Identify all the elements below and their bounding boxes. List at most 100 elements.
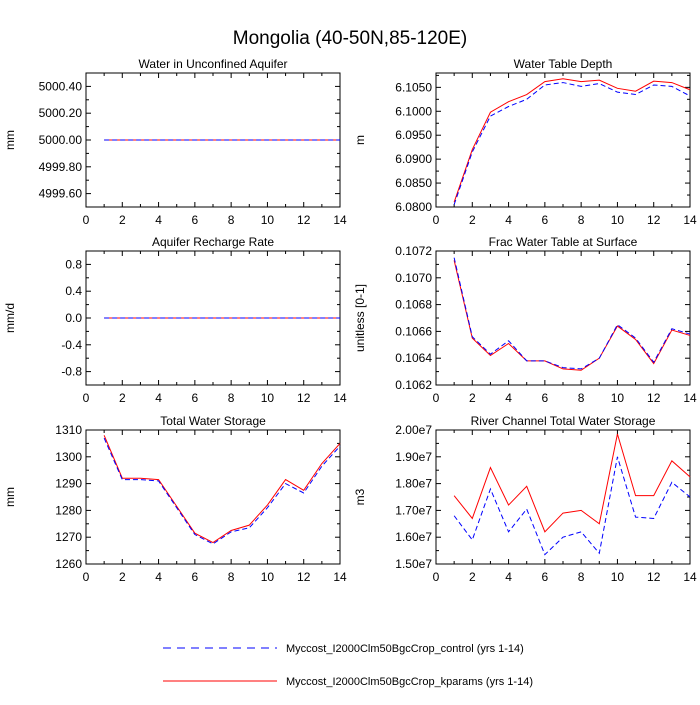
x-tick-label: 8 [228, 570, 235, 584]
plot-frame [435, 72, 691, 208]
y-tick-label: 0.4 [65, 284, 82, 298]
x-tick-label: 2 [469, 213, 476, 227]
y-tick-label: 4999.80 [39, 160, 83, 174]
x-tick-label: 10 [611, 391, 625, 405]
x-tick-label: 10 [261, 391, 275, 405]
x-tick-label: 2 [469, 570, 476, 584]
y-tick-label: 0.1062 [395, 378, 432, 392]
y-tick-label: 0.1070 [395, 271, 432, 285]
panel-title: River Channel Total Water Storage [471, 414, 656, 428]
y-axis-label: unitless [0-1] [353, 284, 367, 352]
x-tick-label: 2 [119, 391, 126, 405]
x-tick-label: 12 [647, 213, 661, 227]
y-tick-label: 1.90e7 [395, 450, 432, 464]
x-tick-label: 4 [505, 570, 512, 584]
chart-panel-1: Water in Unconfined Aquifer mm 0 2 4 6 8 10 12 14… [3, 57, 347, 227]
x-tick-label: 6 [542, 213, 549, 227]
x-tick-label: 4 [505, 213, 512, 227]
y-axis-label: mm [3, 130, 17, 150]
x-tick-label: 12 [297, 570, 311, 584]
y-tick-label: 0.1068 [395, 298, 432, 312]
y-tick-label: 6.0950 [395, 128, 432, 142]
x-tick-label: 10 [611, 213, 625, 227]
series-line-kparams [453, 78, 691, 203]
chart-panels: Water in Unconfined Aquifer mm 0 2 4 6 8 10 12 14… [3, 57, 697, 584]
x-tick-label: 14 [683, 213, 697, 227]
panel-title: Frac Water Table at Surface [489, 235, 638, 249]
legend-control-label: Myccost_I2000Clm50BgcCrop_control (yrs 1… [286, 643, 524, 655]
y-tick-label: 0.1072 [395, 244, 432, 258]
y-tick-label: 5000.00 [39, 133, 83, 147]
legend-kparams-label: Myccost_I2000Clm50BgcCrop_kparams (yrs 1… [286, 676, 533, 688]
plot-frame [435, 429, 691, 565]
y-axis-label: mm [3, 487, 17, 507]
x-tick-label: 4 [155, 213, 162, 227]
x-tick-label: 8 [578, 570, 585, 584]
chart-panel-5: Total Water Storage mm 0 2 4 6 8 10 12 14 1260 1270… [3, 414, 347, 584]
y-tick-label: 6.0850 [395, 176, 432, 190]
y-tick-label: -0.4 [61, 338, 82, 352]
x-tick-label: 2 [119, 213, 126, 227]
y-tick-label: 5000.20 [39, 106, 83, 120]
x-tick-label: 12 [647, 391, 661, 405]
chart-panel-3: Aquifer Recharge Rate mm/d 0 2 4 6 8 10 12 14 -0.8… [3, 235, 347, 405]
x-tick-label: 6 [192, 570, 199, 584]
y-tick-label: 6.1000 [395, 104, 432, 118]
y-tick-label: 1280 [55, 503, 82, 517]
y-tick-label: 1.50e7 [395, 557, 432, 571]
chart-panel-2: Water Table Depth m 0 2 4 6 8 10 12 14 6.0800 6.085… [353, 57, 697, 227]
y-tick-label: 4999.60 [39, 187, 83, 201]
y-tick-label: 1270 [55, 530, 82, 544]
x-tick-label: 6 [192, 391, 199, 405]
y-axis-label: m [353, 135, 367, 145]
y-tick-label: 1260 [55, 557, 82, 571]
series-line-kparams [453, 260, 691, 371]
x-tick-label: 0 [433, 570, 440, 584]
plot-frame [85, 429, 341, 565]
y-axis-label: m3 [353, 488, 367, 505]
y-tick-label: 6.0800 [395, 200, 432, 214]
y-tick-label: 1.70e7 [395, 503, 432, 517]
x-tick-label: 0 [433, 213, 440, 227]
x-tick-label: 4 [155, 570, 162, 584]
series-line-kparams [103, 435, 341, 544]
panel-title: Total Water Storage [160, 414, 266, 428]
x-tick-label: 12 [647, 570, 661, 584]
x-tick-label: 8 [578, 213, 585, 227]
panel-title: Water in Unconfined Aquifer [139, 57, 288, 71]
chart-panel-4: Frac Water Table at Surface unitless [0-1… [353, 235, 697, 405]
x-tick-label: 14 [683, 391, 697, 405]
x-tick-label: 2 [119, 570, 126, 584]
x-tick-label: 14 [333, 570, 347, 584]
x-tick-label: 2 [469, 391, 476, 405]
y-tick-label: 0.8 [65, 257, 82, 271]
x-tick-label: 14 [683, 570, 697, 584]
series-line-control [453, 82, 691, 205]
x-tick-label: 10 [261, 213, 275, 227]
y-tick-label: 2.00e7 [395, 423, 432, 437]
panel-title: Water Table Depth [514, 57, 613, 71]
x-tick-label: 14 [333, 213, 347, 227]
x-tick-label: 6 [542, 570, 549, 584]
y-tick-label: 0.1066 [395, 324, 432, 338]
legend: Myccost_I2000Clm50BgcCrop_control (yrs 1… [163, 643, 533, 688]
x-tick-label: 0 [83, 213, 90, 227]
y-tick-label: 0.1064 [395, 351, 432, 365]
series-line-kparams [453, 433, 691, 533]
chart-panel-6: River Channel Total Water Storage m3 0 2 4 6 8… [353, 414, 697, 584]
series-line-control [453, 257, 691, 370]
x-tick-label: 6 [192, 213, 199, 227]
x-tick-label: 8 [578, 391, 585, 405]
y-tick-label: 1.60e7 [395, 530, 432, 544]
y-tick-label: 5000.40 [39, 79, 83, 93]
y-tick-label: 0.0 [65, 311, 82, 325]
x-tick-label: 8 [228, 213, 235, 227]
y-tick-label: -0.8 [61, 365, 82, 379]
y-tick-label: 6.0900 [395, 152, 432, 166]
x-tick-label: 12 [297, 213, 311, 227]
y-tick-label: 1.80e7 [395, 477, 432, 491]
x-tick-label: 12 [297, 391, 311, 405]
y-tick-label: 1290 [55, 477, 82, 491]
y-tick-label: 1310 [55, 423, 82, 437]
